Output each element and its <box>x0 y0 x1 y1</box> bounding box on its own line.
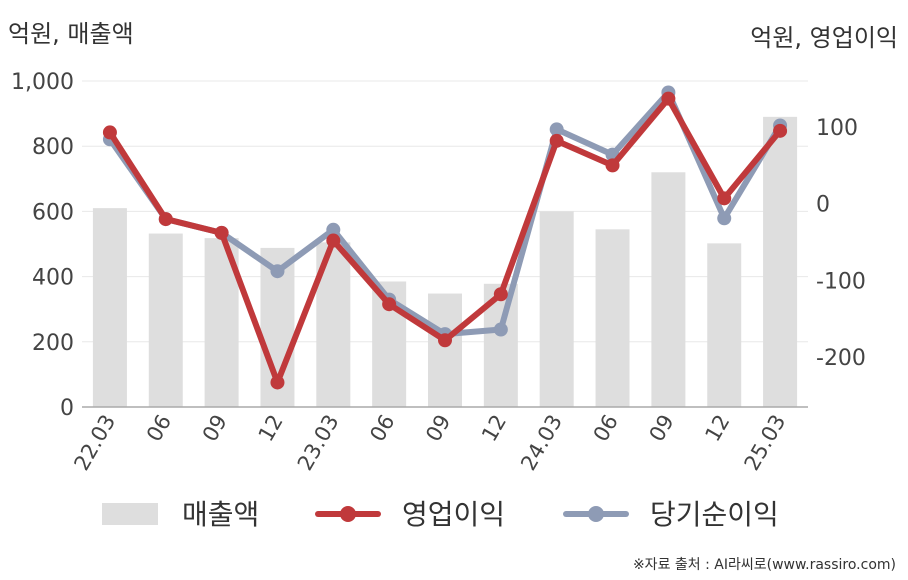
legend-label: 매출액 <box>182 498 259 531</box>
x-axis-tick-label: 06 <box>589 411 623 446</box>
right-axis-tick-label: 0 <box>816 193 830 218</box>
x-axis-tick-label: 25.03 <box>740 411 791 475</box>
bar-revenue <box>539 211 574 407</box>
right-axis-tick-label: 100 <box>816 116 858 141</box>
x-axis-tick-label: 12 <box>700 411 734 446</box>
x-axis-tick-label: 09 <box>421 411 455 446</box>
x-axis-tick-label: 22.03 <box>69 411 120 475</box>
data-point-영업이익 <box>158 212 173 227</box>
left-axis-tick-label: 1,000 <box>11 70 74 95</box>
data-point-영업이익 <box>438 333 452 348</box>
left-axis-tick-label: 800 <box>32 135 74 160</box>
x-axis-tick-label: 24.03 <box>516 411 567 475</box>
x-axis-tick-label: 06 <box>142 411 176 446</box>
data-point-영업이익 <box>493 287 508 302</box>
bar-revenue <box>595 229 630 407</box>
data-point-영업이익 <box>326 233 341 248</box>
x-axis-tick-label: 12 <box>477 411 511 446</box>
data-point-당기순이익 <box>270 264 285 279</box>
data-point-영업이익 <box>549 133 564 148</box>
right-axis-unit-label: 억원, 영업이익 <box>750 24 898 52</box>
x-axis-tick-label: 12 <box>254 411 288 446</box>
data-point-영업이익 <box>605 158 620 173</box>
left-axis-tick-label: 600 <box>32 200 74 225</box>
bar-revenue <box>92 208 127 407</box>
legend-swatch-매출액 <box>102 503 158 525</box>
bar-revenue <box>707 243 742 407</box>
legend-label: 당기순이익 <box>650 498 779 531</box>
data-point-당기순이익 <box>549 122 564 137</box>
data-point-당기순이익 <box>717 211 732 226</box>
left-axis-tick-label: 0 <box>60 396 74 421</box>
left-axis-tick-label: 400 <box>32 266 74 291</box>
bar-revenue <box>428 293 462 407</box>
bar-revenue <box>148 233 183 407</box>
data-point-영업이익 <box>102 125 117 140</box>
data-point-영업이익 <box>717 191 732 206</box>
data-point-당기순이익 <box>326 222 341 237</box>
bar-revenue <box>651 172 686 407</box>
x-axis-tick-label: 09 <box>645 411 679 446</box>
legend-marker-영업이익 <box>340 506 356 522</box>
legend-label: 영업이익 <box>402 498 505 531</box>
left-axis-tick-label: 200 <box>32 331 74 356</box>
source-credit: ※자료 출처 : AI라씨로(www.rassiro.com) <box>632 557 896 573</box>
data-point-영업이익 <box>270 375 285 390</box>
left-axis-unit-label: 억원, 매출액 <box>8 20 134 48</box>
data-point-당기순이익 <box>493 322 508 337</box>
right-axis-tick-label: -200 <box>816 346 866 371</box>
right-axis-tick-label: -100 <box>816 269 866 294</box>
x-axis-tick-label: 23.03 <box>293 411 344 475</box>
data-point-영업이익 <box>382 297 397 312</box>
data-point-영업이익 <box>773 123 788 138</box>
x-axis-tick-label: 06 <box>365 411 399 446</box>
bar-revenue <box>763 116 798 408</box>
legend-marker-당기순이익 <box>588 506 604 522</box>
data-point-영업이익 <box>214 225 229 240</box>
x-axis-tick-label: 09 <box>198 411 232 446</box>
data-point-영업이익 <box>661 91 676 106</box>
